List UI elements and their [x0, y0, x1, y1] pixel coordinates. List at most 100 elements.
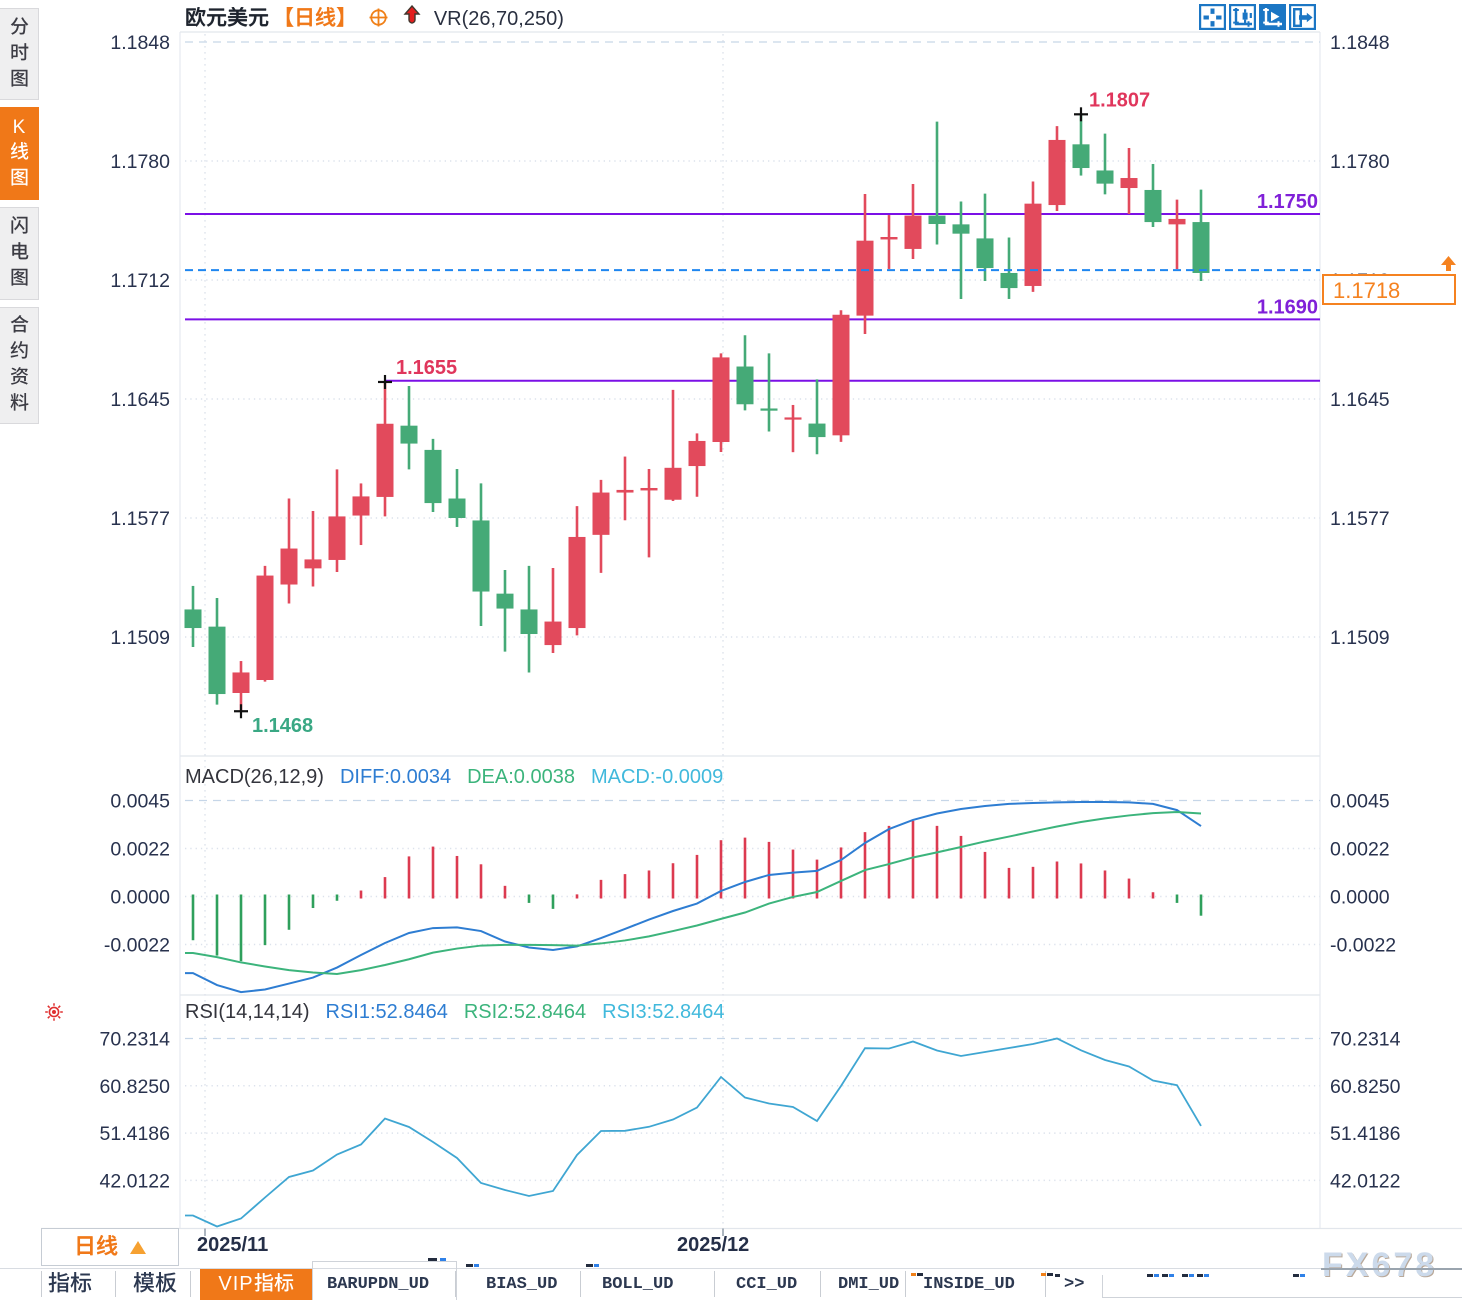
candle	[448, 469, 466, 527]
axes-pointer-icon	[1271, 11, 1280, 22]
y-axis-label-left: 0.0045	[110, 791, 170, 813]
bottom-tab-bias-ud[interactable]: BIAS_UD	[486, 1275, 558, 1294]
sidebar-tab-flash[interactable]	[0, 207, 39, 300]
y-axis-label-left: 1.1848	[110, 32, 170, 54]
candle	[1024, 181, 1042, 292]
cjk-glyph	[10, 341, 28, 359]
cjk-glyph	[254, 1273, 273, 1292]
candle-body	[1192, 222, 1210, 273]
candle	[784, 404, 802, 453]
macd-plot	[185, 800, 1203, 994]
candle-body	[688, 440, 706, 467]
bottom-tab-inside-ud[interactable]: INSIDE_UD	[923, 1275, 1015, 1294]
candle-body	[664, 467, 682, 500]
cjk-glyph	[254, 1273, 273, 1292]
bottom-tab-more[interactable]: >>	[1064, 1275, 1085, 1294]
empty-tab-outline	[1102, 1275, 1462, 1298]
caret-up-icon	[130, 1240, 146, 1254]
candle	[640, 469, 658, 558]
price-up-arrow-icon	[1441, 256, 1456, 271]
up-arrow-icon	[403, 4, 421, 24]
extreme-marker	[378, 374, 392, 389]
cjk-glyph	[10, 142, 28, 160]
sidebar-tab-contract[interactable]	[0, 307, 39, 424]
tab-label-artifact	[586, 1264, 593, 1267]
y-axis-label-left: 42.0122	[100, 1170, 171, 1192]
candle	[736, 335, 754, 411]
bottom-tab--[interactable]	[48, 1272, 92, 1297]
candle-body	[784, 417, 802, 420]
bottom-tab-vip-indicators[interactable]: VIP	[200, 1269, 312, 1300]
cjk-glyph	[10, 315, 29, 333]
toolbar-button-crosshair[interactable]	[1199, 4, 1226, 30]
interval-selector[interactable]	[41, 1228, 179, 1266]
bottom-tab-boll-ud[interactable]: BOLL_UD	[602, 1275, 674, 1294]
cjk-glyph	[77, 1236, 93, 1256]
watermark-line	[1321, 1268, 1462, 1270]
toolbar-button-axes-exit[interactable]	[1289, 4, 1316, 30]
cjk-glyph	[10, 17, 28, 35]
vr-indicator-label: VR(26,70,250)	[433, 8, 564, 30]
watermark: FX678	[1322, 1246, 1438, 1284]
interval-label	[74, 1234, 118, 1260]
cjk-glyph	[133, 1272, 155, 1293]
cjk-glyph	[336, 7, 344, 27]
sidebar-tab-intraday[interactable]	[0, 8, 39, 100]
cjk-glyph	[9, 393, 28, 411]
candle-body	[760, 408, 778, 411]
crosshair-icon	[1199, 4, 1226, 30]
candle-body	[208, 626, 226, 695]
axes-candle-icon	[1229, 4, 1256, 30]
axes-candle-icon	[1234, 8, 1252, 26]
level-label: 1.1690	[1257, 296, 1318, 318]
sidebar-tab-char	[10, 41, 29, 67]
cjk-glyph	[11, 169, 28, 187]
tab-separator	[41, 1271, 42, 1297]
bottom-tab-dmi-ud[interactable]: DMI_UD	[838, 1275, 900, 1294]
candle	[952, 201, 970, 299]
y-axis-label-left: 51.4186	[100, 1123, 171, 1145]
sidebar: K	[0, 0, 40, 1268]
indicator-settings-icon[interactable]	[44, 1002, 64, 1027]
cjk-glyph	[10, 142, 28, 160]
bottom-tab-barupdn-ud[interactable]: BARUPDN_UD	[327, 1275, 430, 1294]
tab-label-artifact	[917, 1273, 923, 1276]
cjk-glyph	[155, 1272, 177, 1293]
candle	[208, 598, 226, 705]
cjk-glyph	[48, 1272, 70, 1293]
toolbar-button-axes-candle[interactable]	[1229, 4, 1256, 30]
candle-body	[616, 489, 634, 493]
tab-label-artifact	[1197, 1274, 1203, 1277]
extreme-annotation: 1.1807	[1089, 89, 1150, 111]
tab-label-artifact	[1041, 1273, 1046, 1276]
cjk-glyph	[10, 17, 28, 35]
cjk-glyph	[70, 1272, 92, 1293]
indicator-readout: RSI1:52.8464	[325, 1001, 448, 1023]
cjk-glyph	[274, 1273, 293, 1292]
extreme-marker	[1074, 107, 1088, 122]
candle-body	[832, 314, 850, 436]
tab-label-artifact	[474, 1264, 479, 1267]
candle	[232, 661, 250, 712]
target-icon[interactable]	[368, 7, 389, 33]
candle	[904, 183, 922, 259]
x-axis-label: 2025/12	[677, 1234, 750, 1256]
y-axis-label-left: 1.1645	[110, 389, 170, 411]
candle	[976, 193, 994, 282]
tab-label-artifact	[466, 1264, 473, 1267]
title-bar: VR(26,70,250)	[185, 4, 564, 33]
candle	[1144, 163, 1162, 227]
sidebar-tab-kline[interactable]: K	[0, 107, 39, 200]
candle-body	[592, 492, 610, 535]
bottom-tab--[interactable]	[133, 1272, 177, 1297]
indicator-readout: RSI2:52.8464	[463, 1001, 587, 1023]
candle-body	[496, 593, 514, 609]
toolbar-button-axes-pointer[interactable]	[1259, 4, 1286, 30]
candle-body	[328, 516, 346, 560]
bottom-tab-cci-ud[interactable]: CCI_UD	[736, 1275, 798, 1294]
cjk-glyph	[11, 169, 28, 187]
cjk-glyph	[11, 269, 28, 287]
candle-body	[904, 215, 922, 249]
